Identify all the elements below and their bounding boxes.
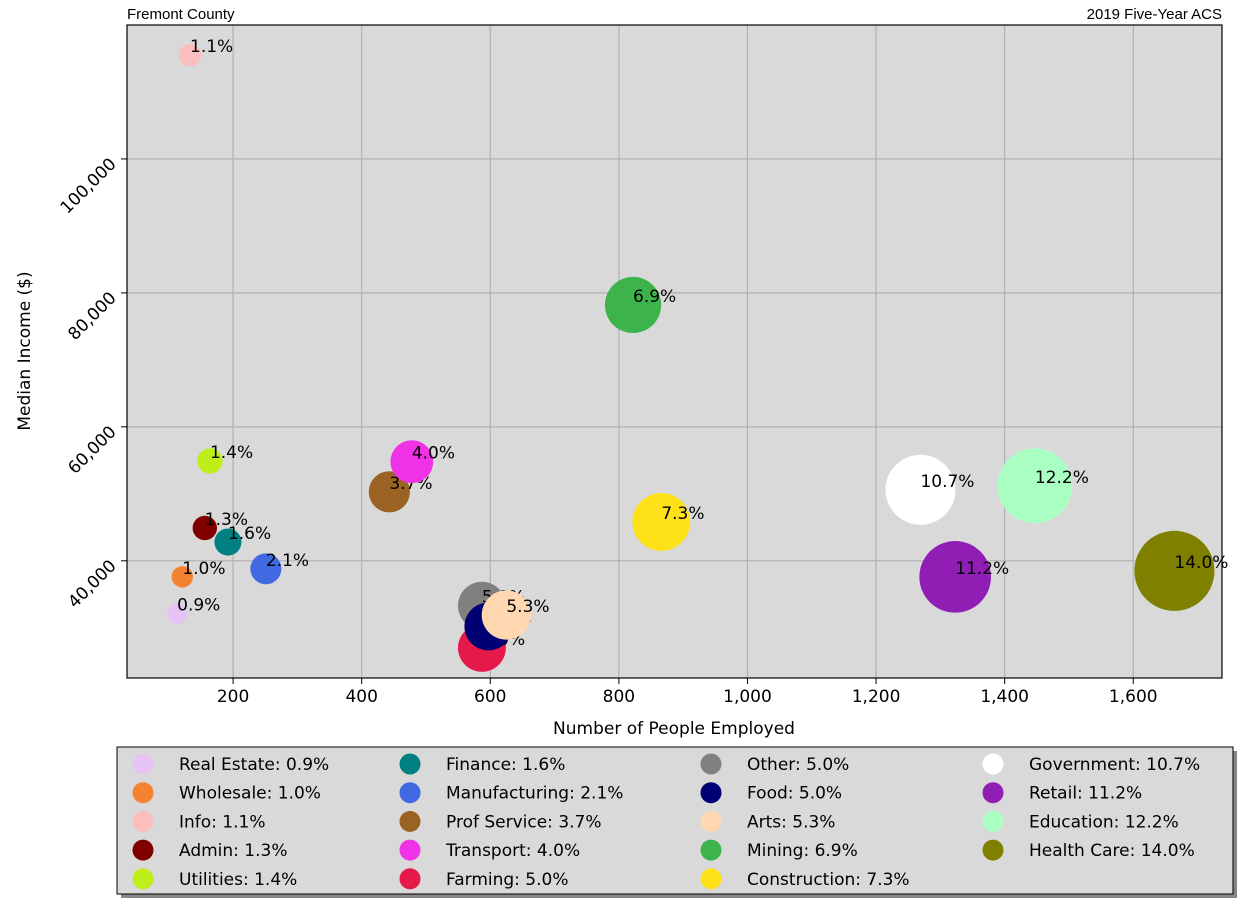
bubble: [214, 528, 242, 556]
legend-label: Retail: 11.2%: [1029, 784, 1142, 804]
bubble: [1134, 530, 1215, 611]
bubble: [197, 448, 223, 474]
legend-marker: [700, 868, 722, 890]
data-label: 5.3%: [506, 597, 549, 617]
legend-label: Arts: 5.3%: [747, 812, 835, 832]
data-label: 12.2%: [1035, 468, 1089, 488]
data-label: 10.7%: [920, 472, 974, 492]
plot-area: [127, 25, 1222, 678]
bubble: [919, 541, 991, 613]
legend-marker: [700, 782, 722, 804]
bubble: [481, 590, 531, 640]
bubble: [171, 566, 193, 588]
legend-label: Other: 5.0%: [747, 755, 849, 775]
x-tick-label: 1,400: [980, 687, 1029, 707]
legend-marker: [700, 753, 722, 775]
legend-marker: [132, 868, 154, 890]
data-label: 11.2%: [955, 559, 1009, 579]
legend-marker: [982, 810, 1004, 832]
data-label: 7.3%: [661, 504, 704, 524]
x-tick-label: 800: [603, 687, 635, 707]
bubble: [368, 471, 410, 513]
legend-marker: [132, 810, 154, 832]
bubble: [632, 493, 691, 551]
legend-label: Construction: 7.3%: [747, 870, 910, 890]
legend-label: Manufacturing: 2.1%: [446, 784, 623, 804]
x-tick-label: 1,000: [723, 687, 772, 707]
legend-marker: [399, 753, 421, 775]
legend-label: Transport: 4.0%: [445, 841, 580, 861]
legend-marker: [700, 810, 722, 832]
legend-label: Health Care: 14.0%: [1029, 841, 1195, 861]
y-tick-label: 100,000: [57, 154, 121, 218]
legend-label: Farming: 5.0%: [446, 870, 569, 890]
y-axis-label: Median Income ($): [15, 271, 35, 430]
legend-marker: [399, 868, 421, 890]
x-tick-label: 400: [345, 687, 377, 707]
x-tick-label: 200: [217, 687, 249, 707]
data-label: 0.9%: [177, 596, 220, 616]
legend-marker: [700, 839, 722, 861]
data-label: 1.6%: [228, 524, 271, 544]
bubble: [192, 515, 218, 541]
y-tick-label: 40,000: [64, 556, 120, 612]
legend-label: Real Estate: 0.9%: [179, 755, 329, 775]
legend-label: Finance: 1.6%: [446, 755, 565, 775]
legend-marker: [399, 782, 421, 804]
legend-marker: [132, 753, 154, 775]
data-label: 1.1%: [190, 37, 233, 57]
legend-label: Mining: 6.9%: [747, 841, 858, 861]
bubble: [885, 454, 956, 525]
data-label: 1.4%: [210, 443, 253, 463]
legend-label: Prof Service: 3.7%: [446, 812, 602, 832]
legend-label: Wholesale: 1.0%: [179, 784, 321, 804]
chart-subtitle: 2019 Five-Year ACS: [1087, 6, 1222, 23]
x-tick-label: 1,200: [852, 687, 901, 707]
legend-marker: [132, 839, 154, 861]
data-label: 2.1%: [266, 551, 309, 571]
x-axis-label: Number of People Employed: [553, 719, 795, 739]
bubble: [604, 276, 662, 334]
data-label: 14.0%: [1174, 553, 1228, 573]
legend-label: Info: 1.1%: [179, 812, 266, 832]
legend-label: Utilities: 1.4%: [179, 870, 297, 890]
bubble: [250, 553, 282, 585]
data-label: 4.0%: [412, 444, 455, 464]
legend-marker: [982, 782, 1004, 804]
bubble: [997, 448, 1073, 524]
bubble: [178, 43, 202, 67]
legend-marker: [399, 839, 421, 861]
legend-marker: [132, 782, 154, 804]
y-tick-label: 80,000: [64, 288, 120, 344]
x-tick-label: 600: [474, 687, 506, 707]
plot-frame: [126, 24, 1223, 679]
data-label: 1.0%: [182, 559, 225, 579]
x-tick-label: 1,600: [1109, 687, 1158, 707]
legend-label: Education: 12.2%: [1029, 812, 1179, 832]
legend-marker: [982, 753, 1004, 775]
data-label: 6.9%: [633, 287, 676, 307]
legend-marker: [982, 839, 1004, 861]
y-tick-label: 60,000: [64, 422, 120, 478]
legend-label: Government: 10.7%: [1029, 755, 1200, 775]
legend-label: Food: 5.0%: [747, 784, 842, 804]
bubble: [167, 603, 188, 624]
legend-marker: [399, 810, 421, 832]
bubble: [390, 440, 434, 484]
data-label: 1.3%: [205, 510, 248, 530]
legend-label: Admin: 1.3%: [179, 841, 288, 861]
chart-title: Fremont County: [127, 6, 235, 23]
legend-box: [116, 746, 1234, 895]
